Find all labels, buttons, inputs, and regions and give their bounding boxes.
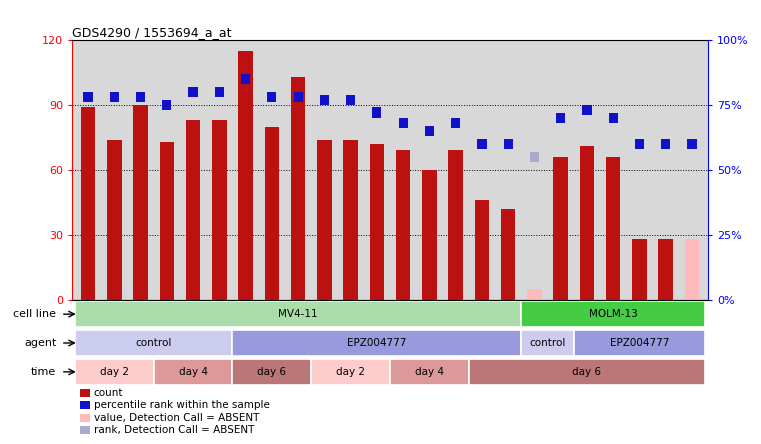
Text: day 6: day 6 <box>257 367 286 377</box>
Bar <box>390 359 469 385</box>
Bar <box>81 107 95 300</box>
Bar <box>553 157 568 300</box>
Bar <box>370 144 384 300</box>
Bar <box>521 301 705 327</box>
Bar <box>632 239 647 300</box>
Text: day 4: day 4 <box>415 367 444 377</box>
Bar <box>343 139 358 300</box>
Bar <box>469 359 705 385</box>
Bar <box>687 139 696 149</box>
Bar <box>189 87 198 97</box>
Bar <box>232 359 311 385</box>
Text: day 2: day 2 <box>100 367 129 377</box>
Bar <box>160 142 174 300</box>
Bar <box>658 239 673 300</box>
Bar <box>504 139 513 149</box>
Bar <box>609 113 618 123</box>
Text: percentile rank within the sample: percentile rank within the sample <box>94 400 269 410</box>
Bar <box>110 92 119 102</box>
Bar <box>582 105 591 115</box>
Bar <box>311 359 390 385</box>
Text: count: count <box>94 388 123 398</box>
Bar <box>501 209 515 300</box>
Bar <box>75 301 521 327</box>
Bar <box>574 330 705 356</box>
Bar <box>75 330 232 356</box>
Bar <box>241 74 250 84</box>
Text: day 4: day 4 <box>179 367 208 377</box>
Bar <box>685 239 699 300</box>
Bar <box>475 200 489 300</box>
Bar <box>635 139 644 149</box>
Bar <box>477 139 486 149</box>
Text: control: control <box>530 338 565 348</box>
Bar <box>107 139 122 300</box>
Bar <box>527 289 542 300</box>
Text: EPZ004777: EPZ004777 <box>347 338 406 348</box>
Text: day 2: day 2 <box>336 367 365 377</box>
Bar <box>530 152 539 162</box>
Bar <box>422 170 437 300</box>
Bar <box>84 92 93 102</box>
Bar <box>372 107 381 118</box>
Text: GDS4290 / 1553694_a_at: GDS4290 / 1553694_a_at <box>72 26 232 39</box>
Text: MV4-11: MV4-11 <box>279 309 318 319</box>
Bar <box>399 118 408 128</box>
Bar <box>661 139 670 149</box>
Bar <box>238 51 253 300</box>
Bar <box>267 92 276 102</box>
Bar <box>186 120 200 300</box>
Bar <box>521 330 574 356</box>
Text: rank, Detection Call = ABSENT: rank, Detection Call = ABSENT <box>94 425 254 435</box>
Text: MOLM-13: MOLM-13 <box>589 309 638 319</box>
Text: value, Detection Call = ABSENT: value, Detection Call = ABSENT <box>94 413 259 423</box>
Bar <box>291 77 305 300</box>
Bar <box>317 139 332 300</box>
Bar <box>136 92 145 102</box>
Bar <box>451 118 460 128</box>
Text: EPZ004777: EPZ004777 <box>610 338 669 348</box>
Bar <box>212 120 227 300</box>
Text: day 6: day 6 <box>572 367 601 377</box>
Text: control: control <box>135 338 172 348</box>
Bar <box>154 359 232 385</box>
Bar <box>215 87 224 97</box>
Text: agent: agent <box>24 338 56 348</box>
Bar <box>133 105 148 300</box>
Bar <box>162 100 171 110</box>
Bar <box>320 95 329 105</box>
Bar <box>448 151 463 300</box>
Bar <box>580 146 594 300</box>
Bar <box>265 127 279 300</box>
Bar <box>396 151 410 300</box>
Bar <box>294 92 303 102</box>
Bar <box>606 157 620 300</box>
Bar <box>75 359 154 385</box>
Bar <box>346 95 355 105</box>
Bar <box>425 126 434 136</box>
Bar <box>232 330 521 356</box>
Text: time: time <box>31 367 56 377</box>
Text: cell line: cell line <box>14 309 56 319</box>
Bar <box>556 113 565 123</box>
